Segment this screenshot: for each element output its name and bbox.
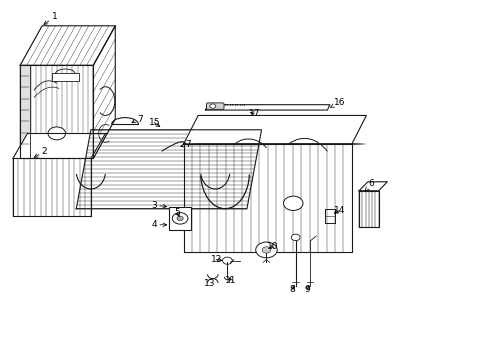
- Polygon shape: [20, 26, 115, 65]
- Polygon shape: [20, 65, 30, 158]
- Text: 10: 10: [266, 242, 278, 251]
- Text: 14: 14: [333, 206, 345, 215]
- Circle shape: [255, 242, 277, 258]
- Text: 4: 4: [151, 220, 166, 229]
- Bar: [168, 207, 190, 230]
- Text: 11: 11: [224, 276, 236, 285]
- Circle shape: [48, 127, 65, 140]
- Polygon shape: [183, 144, 351, 252]
- Polygon shape: [358, 191, 378, 226]
- Text: 8: 8: [289, 285, 295, 294]
- Circle shape: [283, 196, 303, 211]
- Bar: [52, 73, 79, 81]
- Text: 9: 9: [304, 285, 309, 294]
- Circle shape: [291, 234, 300, 240]
- Polygon shape: [76, 130, 261, 209]
- Text: 6: 6: [365, 179, 373, 191]
- Polygon shape: [13, 158, 91, 216]
- Text: 7: 7: [132, 114, 142, 123]
- Polygon shape: [20, 65, 93, 158]
- Text: 13: 13: [203, 279, 215, 288]
- Text: 3: 3: [151, 201, 166, 210]
- Polygon shape: [183, 116, 366, 144]
- Polygon shape: [93, 26, 115, 158]
- Circle shape: [177, 216, 183, 221]
- Circle shape: [262, 247, 270, 253]
- Text: 7: 7: [181, 140, 191, 149]
- Circle shape: [209, 104, 215, 108]
- Circle shape: [222, 257, 232, 264]
- Polygon shape: [205, 105, 329, 110]
- Text: 5: 5: [174, 208, 180, 217]
- Text: 12: 12: [210, 255, 222, 264]
- FancyBboxPatch shape: [206, 103, 224, 109]
- Text: 15: 15: [148, 118, 160, 127]
- Text: 17: 17: [248, 109, 260, 118]
- Circle shape: [172, 213, 187, 224]
- Text: 16: 16: [330, 98, 345, 107]
- Text: 1: 1: [44, 12, 57, 24]
- Text: 2: 2: [34, 147, 47, 157]
- Polygon shape: [13, 134, 105, 158]
- Polygon shape: [358, 182, 386, 191]
